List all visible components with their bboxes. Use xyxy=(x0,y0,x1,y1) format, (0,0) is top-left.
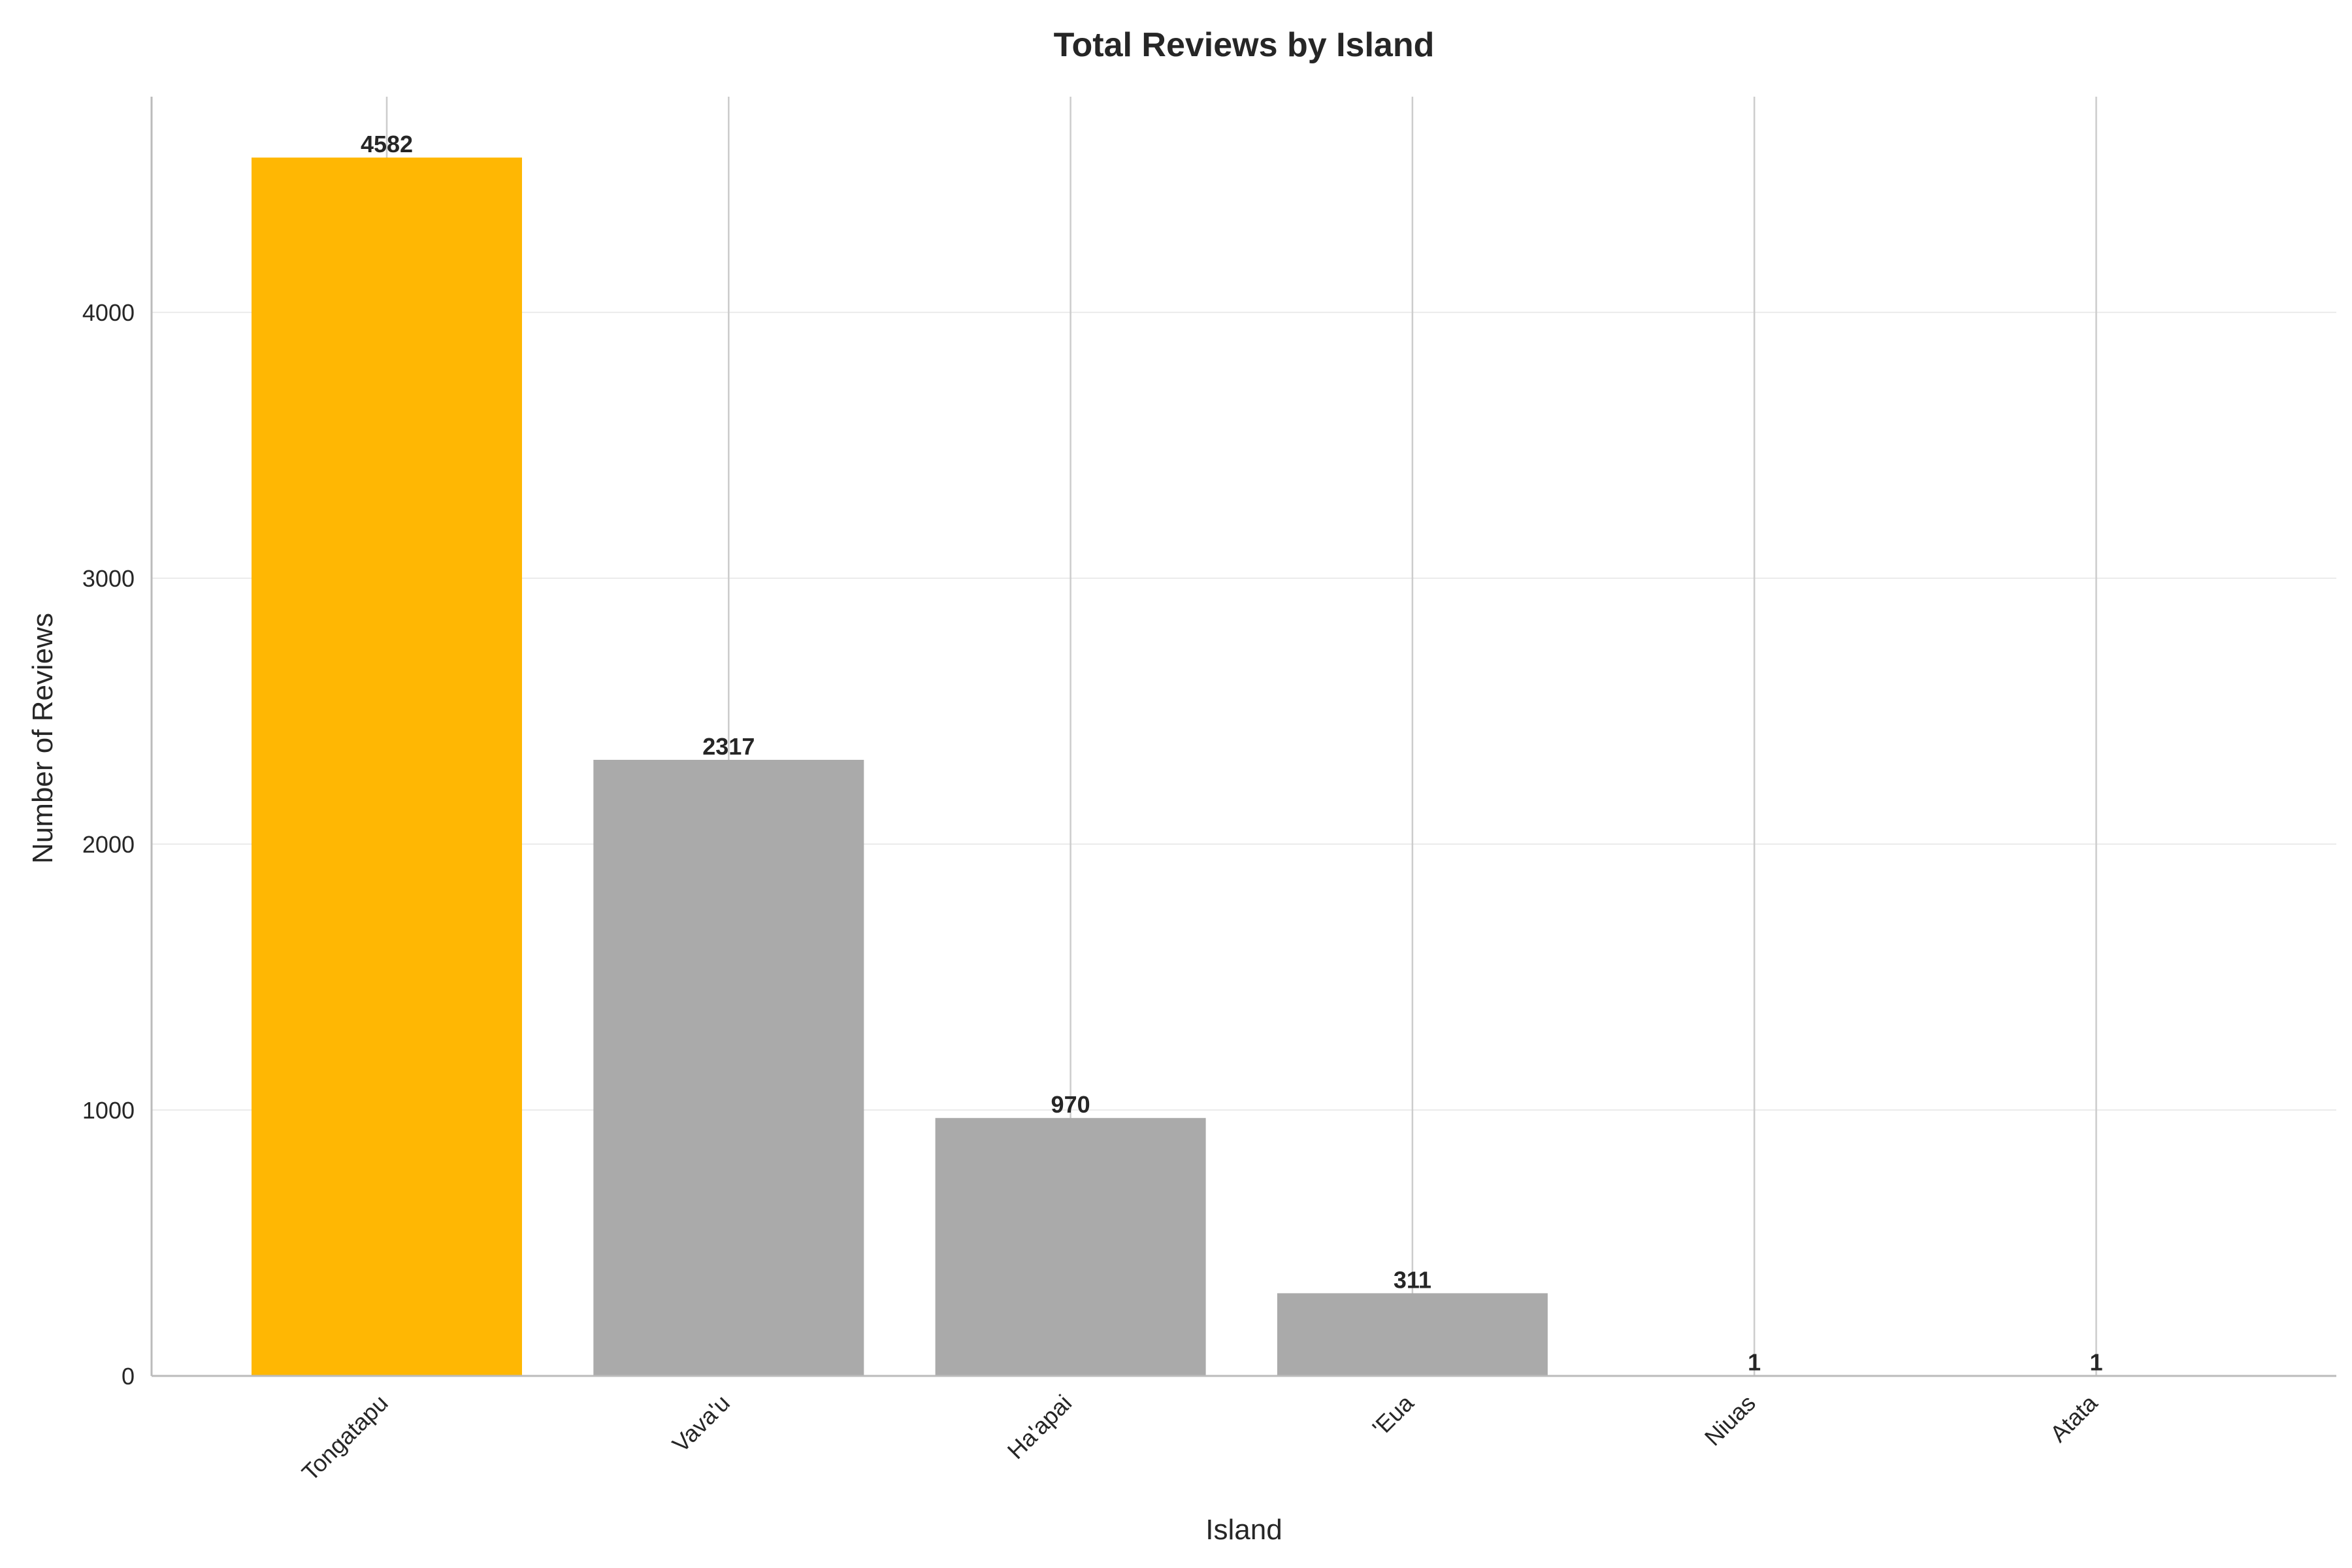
data-label: 4582 xyxy=(361,131,413,157)
data-label: 1 xyxy=(1748,1349,1761,1376)
data-label: 970 xyxy=(1051,1091,1090,1118)
x-tick-label: Vava'u xyxy=(667,1390,735,1458)
x-tick-label: Niuas xyxy=(1699,1390,1761,1451)
y-tick-label: 4000 xyxy=(82,299,135,326)
bars xyxy=(252,157,2232,1376)
x-tick-label: Ha'apai xyxy=(1002,1390,1077,1465)
bar-eua xyxy=(1277,1293,1548,1376)
y-tick-label: 1000 xyxy=(82,1097,135,1124)
x-axis-label: Island xyxy=(1205,1514,1282,1546)
x-tick-label: 'Eua xyxy=(1367,1389,1419,1441)
bar-ha-apai xyxy=(935,1118,1206,1376)
y-tick-label: 0 xyxy=(122,1363,135,1390)
data-label: 311 xyxy=(1394,1266,1431,1293)
bar-vava-u xyxy=(593,760,864,1376)
y-tick-label: 2000 xyxy=(82,831,135,858)
y-tick-label: 3000 xyxy=(82,565,135,592)
axes xyxy=(150,97,2336,1377)
y-axis-label: Number of Reviews xyxy=(27,613,59,864)
data-labels: 4582 2317 970 311 1 1 xyxy=(361,131,2103,1375)
bar-tongatapu xyxy=(252,157,522,1376)
data-label: 2317 xyxy=(702,733,755,760)
x-tick-label: Tongatapu xyxy=(297,1390,393,1486)
data-label: 1 xyxy=(2089,1349,2102,1376)
chart-title: Total Reviews by Island xyxy=(1054,26,1435,64)
x-tick-label: Atata xyxy=(2045,1389,2103,1447)
